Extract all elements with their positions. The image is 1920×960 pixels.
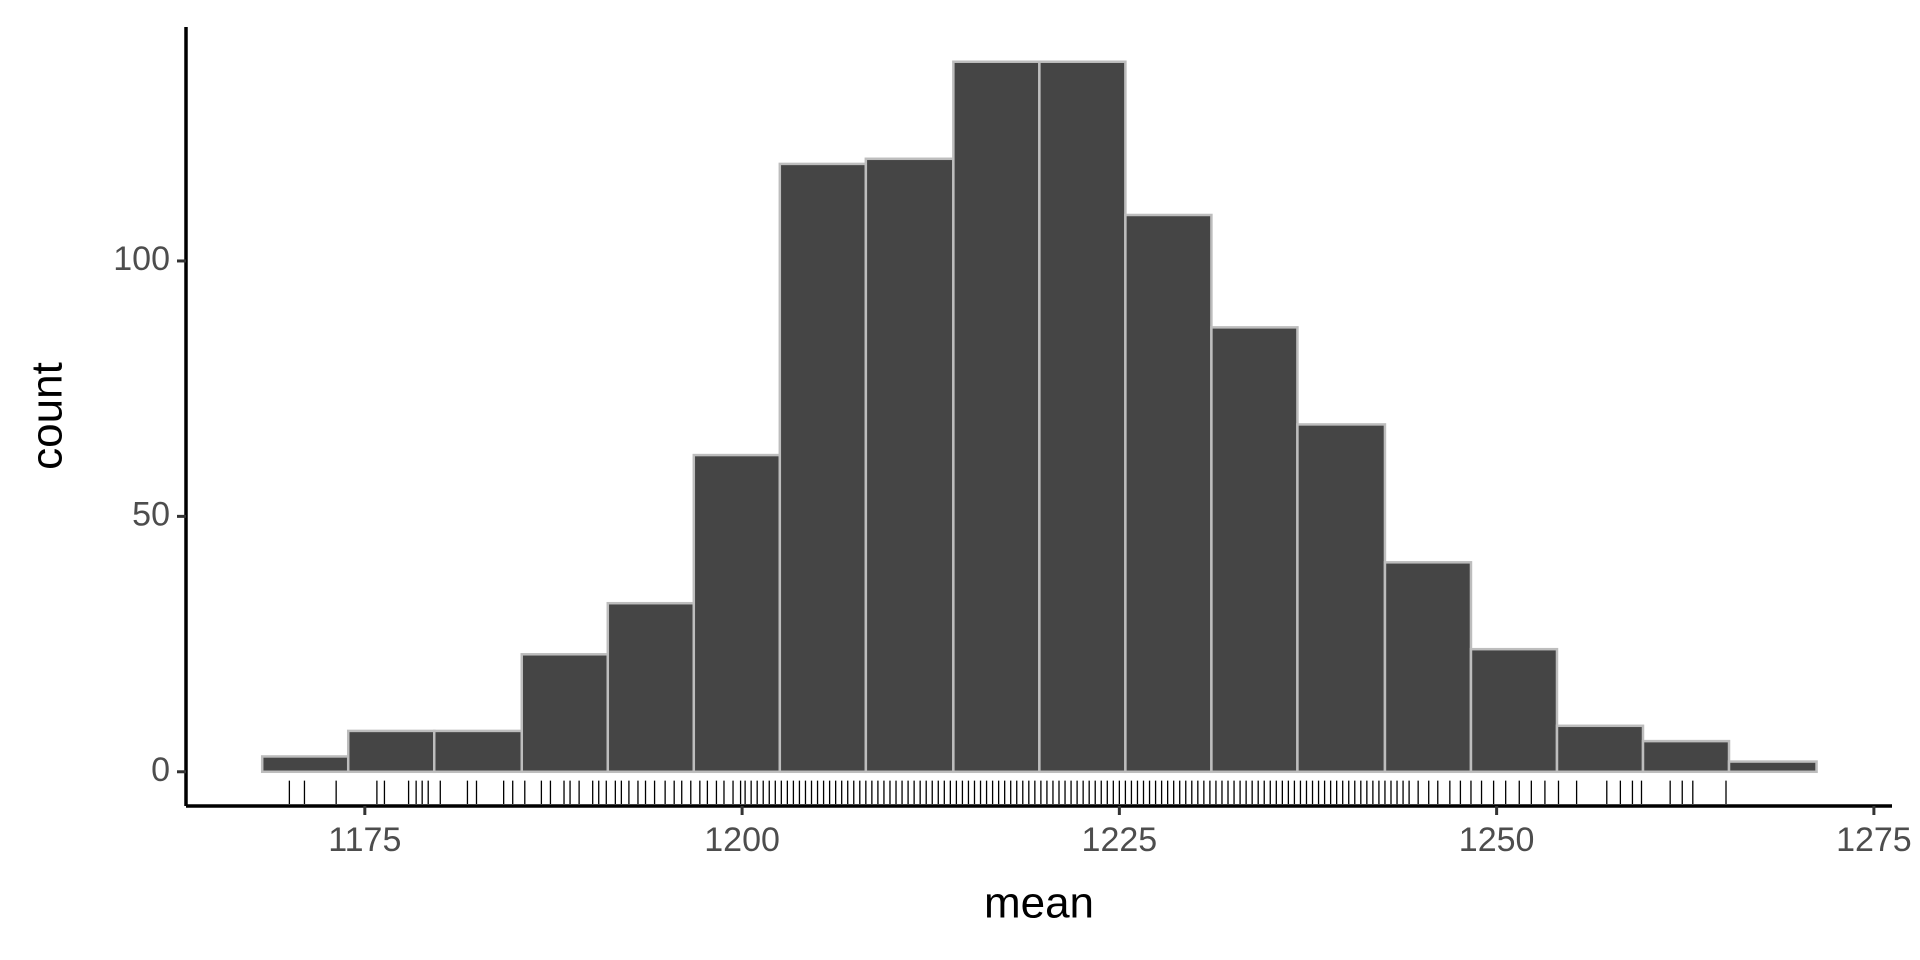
bar	[260, 755, 350, 774]
bar	[864, 157, 955, 774]
x-tick-label: 1200	[704, 821, 780, 859]
bar	[1124, 213, 1213, 774]
x-axis-title: mean	[984, 879, 1094, 928]
y-tick-label: 100	[113, 240, 170, 278]
bar	[520, 653, 610, 774]
x-tick-label: 1225	[1082, 821, 1158, 859]
bar	[1469, 647, 1559, 774]
bar	[692, 453, 782, 774]
bar	[432, 729, 524, 774]
y-tick-label: 0	[151, 751, 170, 789]
bar	[1296, 423, 1387, 774]
bar	[1383, 561, 1473, 774]
bar	[606, 601, 696, 774]
y-axis-title: count	[23, 362, 72, 470]
x-tick-label: 1275	[1836, 821, 1912, 859]
bar	[952, 60, 1041, 774]
bar	[1210, 326, 1299, 774]
x-tick-label: 1250	[1459, 821, 1535, 859]
bar	[346, 729, 436, 774]
y-tick-label: 50	[132, 495, 170, 533]
bar	[1555, 724, 1645, 774]
x-tick-label: 1175	[328, 821, 401, 859]
bar	[1727, 760, 1818, 774]
bar	[1641, 739, 1731, 774]
bar	[778, 162, 868, 774]
bar	[1038, 60, 1127, 774]
